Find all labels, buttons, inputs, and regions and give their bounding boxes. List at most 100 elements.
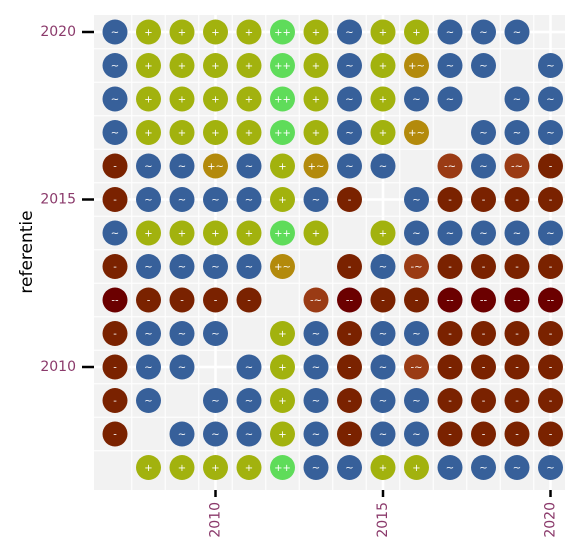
dot-label: + — [178, 229, 186, 240]
dot-label: -- — [480, 296, 488, 307]
dot-circle — [102, 254, 128, 279]
dot-circle — [538, 220, 563, 246]
dot-label: ~ — [211, 329, 219, 340]
dot: - — [538, 254, 563, 279]
dot-circle — [471, 421, 496, 447]
dot-label: - — [549, 396, 553, 407]
dot-circle — [270, 53, 295, 78]
dot-label: ~ — [178, 363, 186, 374]
dot-label: - — [515, 262, 519, 273]
dot-circle — [203, 254, 228, 279]
dot-circle — [337, 86, 362, 112]
dot: ~ — [471, 153, 496, 179]
dot-circle — [504, 455, 530, 480]
dot: + — [270, 153, 295, 179]
dot-label: - — [448, 195, 452, 206]
dot: - — [504, 187, 530, 212]
dot: + — [303, 53, 329, 78]
dot: - — [471, 421, 496, 447]
dot-circle — [437, 220, 463, 246]
dot: - — [471, 187, 496, 212]
dot: ~ — [404, 187, 429, 212]
dot-circle — [437, 19, 463, 45]
dot-circle — [504, 19, 530, 45]
dot-circle — [169, 287, 195, 313]
dot: ~ — [437, 455, 463, 480]
dot-circle — [437, 354, 463, 380]
dot-label: - — [247, 296, 251, 307]
dot: - — [102, 321, 128, 346]
dot: - — [337, 354, 362, 380]
dot-label: - — [147, 296, 151, 307]
dot-circle — [437, 86, 463, 112]
dot-circle — [538, 321, 563, 346]
dot-label: + — [278, 195, 286, 206]
y-axis-title: referentie — [17, 210, 37, 293]
dot-label: + — [144, 463, 152, 474]
dot-label: -- — [547, 296, 555, 307]
dot-circle — [169, 19, 195, 45]
dot-circle — [270, 86, 295, 112]
dot-circle — [102, 354, 128, 380]
dot-circle — [102, 153, 128, 179]
dot-circle — [404, 187, 429, 212]
dot: ~ — [404, 421, 429, 447]
dot-label: - — [448, 363, 452, 374]
dot: - — [538, 153, 563, 179]
dot: - — [337, 254, 362, 279]
dot-circle — [136, 220, 161, 246]
dot-label: + — [412, 463, 420, 474]
dot-circle — [437, 254, 463, 279]
dot: + — [169, 220, 195, 246]
dot-circle — [270, 455, 295, 480]
dot-circle — [136, 187, 161, 212]
dot-circle — [169, 86, 195, 112]
dot: ~ — [102, 86, 128, 112]
dot-label: ~ — [178, 430, 186, 441]
dot: + — [203, 220, 228, 246]
dot-circle — [370, 19, 396, 45]
dot-label: - — [113, 396, 117, 407]
dot: - — [337, 187, 362, 212]
dot-label: + — [278, 363, 286, 374]
dot-label: ~ — [144, 363, 152, 374]
dot: ~ — [169, 321, 195, 346]
dot-label: ++ — [274, 128, 291, 139]
dot-label: + — [178, 28, 186, 39]
dot-label: -~ — [310, 296, 322, 307]
dot-label: ~ — [446, 28, 454, 39]
dot: ~ — [337, 153, 362, 179]
dot: + — [203, 53, 228, 78]
dot: ~ — [236, 421, 262, 447]
x-tick-label: 2010 — [208, 502, 224, 538]
dot-circle — [203, 120, 228, 145]
dot: - — [102, 388, 128, 413]
dot-label: - — [348, 396, 352, 407]
dot: + — [370, 53, 396, 78]
dot: + — [270, 187, 295, 212]
dot-label: - — [515, 329, 519, 340]
dot: - — [102, 354, 128, 380]
dot-label: ~ — [412, 95, 420, 106]
dot-circle — [136, 321, 161, 346]
dot: ++ — [270, 220, 295, 246]
dot-label: +~ — [408, 128, 425, 139]
dot-circle — [203, 388, 228, 413]
dot-circle — [504, 388, 530, 413]
dot-circle — [236, 86, 262, 112]
dot-circle — [404, 321, 429, 346]
dot: ~ — [303, 388, 329, 413]
dot: -~ — [437, 153, 463, 179]
dot-circle — [102, 120, 128, 145]
dot-circle — [538, 153, 563, 179]
dot-label: - — [515, 195, 519, 206]
dot: ~ — [471, 19, 496, 45]
dot-circle — [203, 421, 228, 447]
dot-circle — [203, 287, 228, 313]
dot-label: ~ — [245, 162, 253, 173]
dot: ~ — [337, 19, 362, 45]
y-axis: 2020 2015 2010 — [40, 24, 94, 375]
dot: + — [236, 455, 262, 480]
dot-circle — [236, 53, 262, 78]
